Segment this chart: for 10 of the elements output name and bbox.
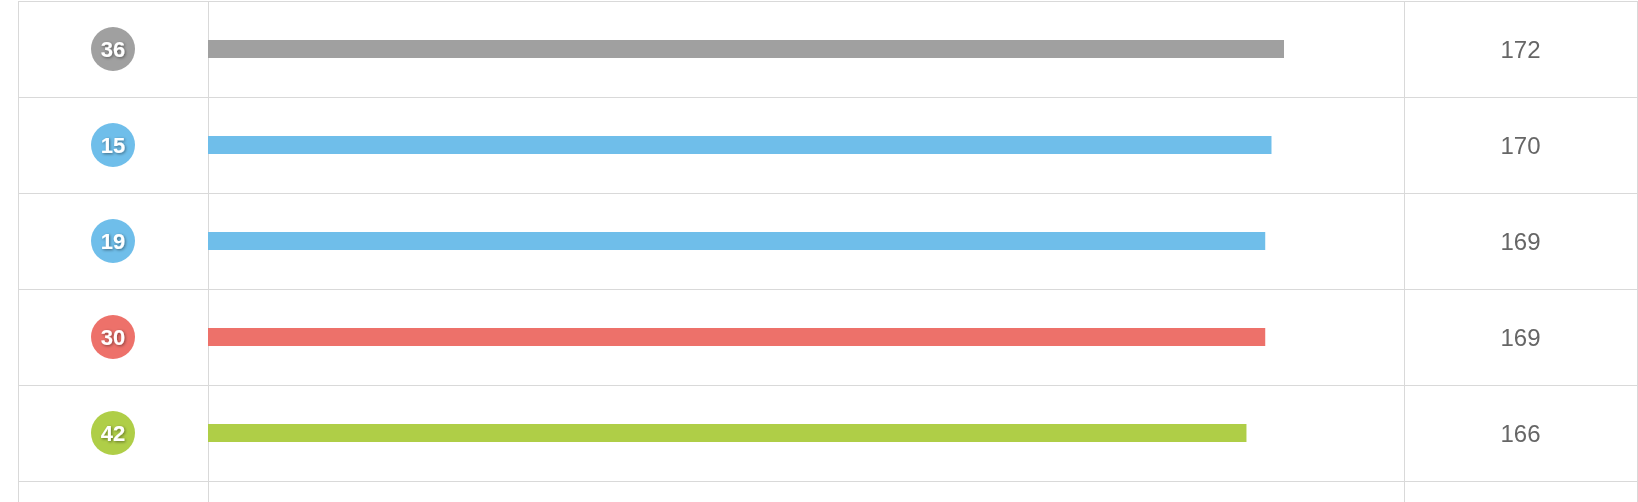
y-tick-label: 30 xyxy=(100,324,126,350)
y-tick-label: 19 xyxy=(100,228,126,254)
data-label: 172 xyxy=(1500,35,1541,63)
data-label: 170 xyxy=(1500,131,1541,159)
y-tick-label: 36 xyxy=(100,36,126,62)
y-tick-label: 42 xyxy=(100,420,126,446)
data-label: 169 xyxy=(1500,323,1541,351)
data-label: 166 xyxy=(1500,419,1541,447)
y-tick-label: 15 xyxy=(100,132,126,158)
data-label: 169 xyxy=(1500,227,1541,255)
